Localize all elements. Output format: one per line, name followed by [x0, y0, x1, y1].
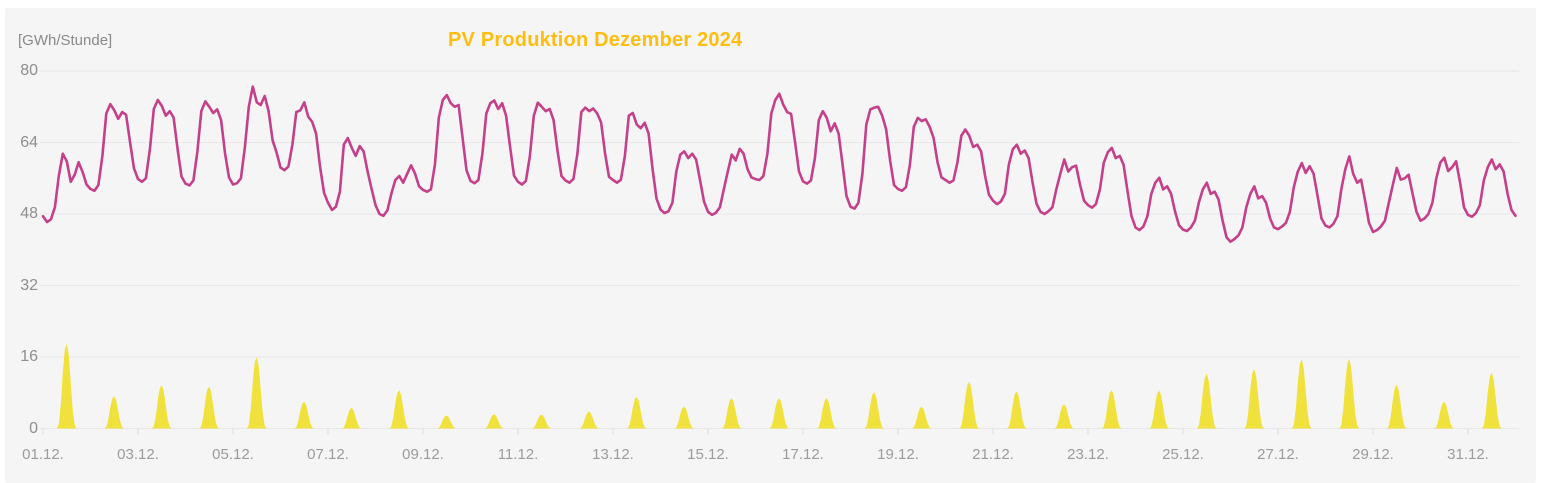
y-axis-tick-label: 48 — [20, 205, 38, 222]
x-axis-tick-label: 11.12. — [497, 446, 539, 463]
x-axis-tick-label: 13.12. — [592, 446, 634, 463]
x-axis-tick-label: 29.12. — [1352, 446, 1394, 463]
x-axis-tick-label: 03.12. — [117, 446, 159, 463]
x-axis-tick-label: 05.12. — [212, 446, 254, 463]
x-axis-tick-label: 27.12. — [1257, 446, 1299, 463]
x-axis-tick-label: 31.12. — [1447, 446, 1489, 463]
x-axis-tick-label: 23.12. — [1067, 446, 1109, 463]
y-axis-tick-label: 80 — [20, 62, 38, 79]
x-axis-tick-label: 07.12. — [307, 446, 349, 463]
y-axis-tick-labels: 0 16 32 48 64 80 — [0, 0, 38, 483]
x-axis-tick-labels: 01.12. 03.12. 05.12. 07.12. 09.12. 11.12. 13.1… — [0, 446, 1541, 468]
y-axis-tick-label: 0 — [29, 419, 38, 437]
y-axis-tick-label: 64 — [20, 133, 38, 151]
y-axis-tick-label: 16 — [20, 348, 38, 365]
y-axis-unit-label: [GWh/Stunde] — [18, 32, 113, 49]
chart-title: PV Produktion Dezember 2024 — [448, 29, 743, 51]
x-axis-tick-label: 15.12. — [687, 446, 729, 463]
x-axis-tick-label: 25.12. — [1162, 446, 1204, 463]
x-axis-tick-label: 19.12. — [877, 446, 919, 463]
x-axis-tick-label: 17.12. — [782, 446, 824, 463]
x-axis-tick-label: 09.12. — [402, 446, 444, 463]
y-axis-tick-label: 32 — [20, 276, 38, 294]
x-axis-tick-label: 01.12. — [22, 446, 64, 463]
x-axis-tick-label: 21.12. — [972, 446, 1014, 463]
